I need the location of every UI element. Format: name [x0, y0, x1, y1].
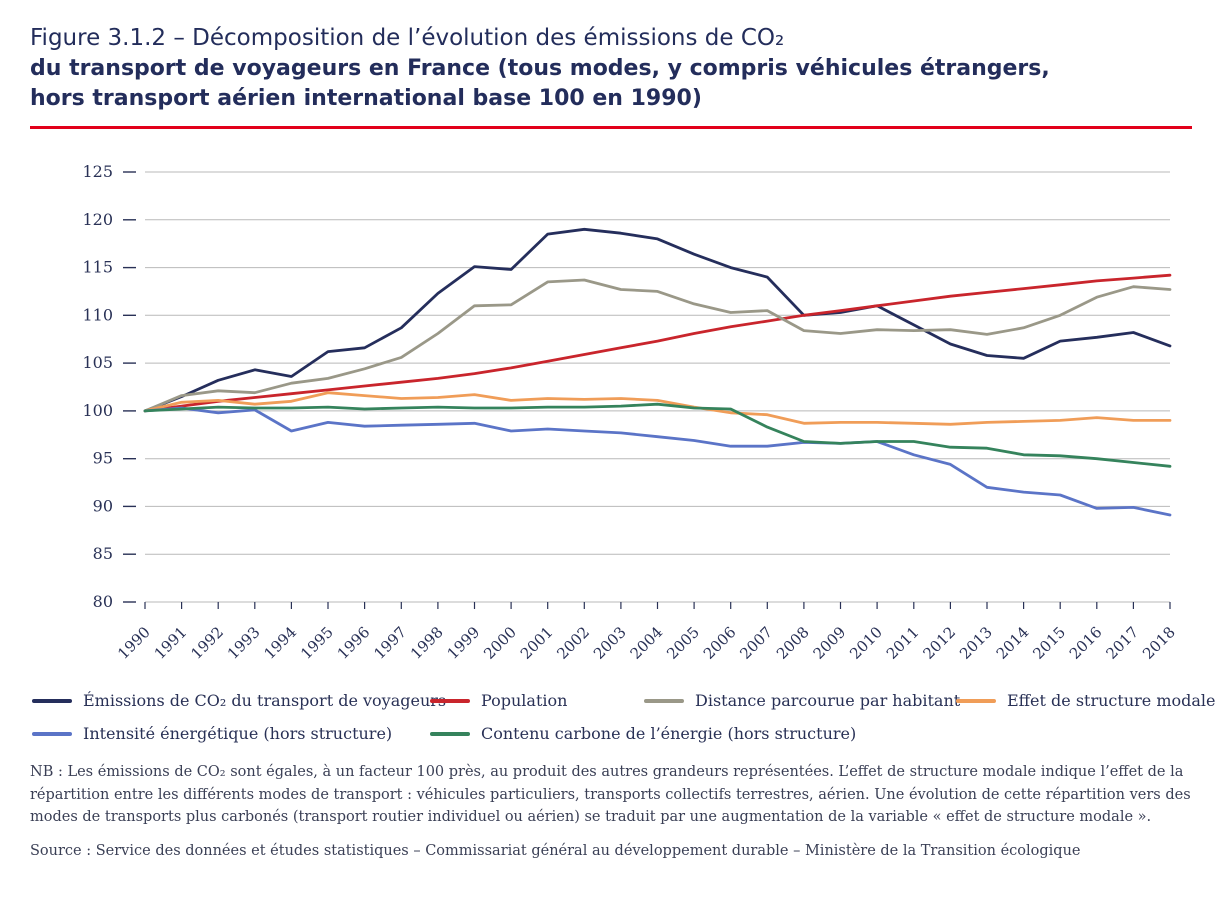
legend-label: Effet de structure modale	[1007, 691, 1216, 711]
svg-text:2009: 2009	[810, 623, 850, 663]
legend-label: Émissions de CO₂ du transport de voyageu…	[83, 691, 447, 711]
legend-item-5: Intensité énergétique (hors structure)	[32, 724, 430, 743]
svg-text:1991: 1991	[151, 623, 191, 663]
svg-text:1994: 1994	[260, 623, 300, 663]
svg-text:1993: 1993	[224, 623, 264, 663]
legend-label: Intensité énergétique (hors structure)	[83, 724, 393, 744]
svg-text:2006: 2006	[700, 623, 740, 663]
legend-swatch	[644, 698, 684, 703]
title-rule	[30, 126, 1192, 130]
svg-text:110: 110	[82, 306, 113, 325]
chart-legend: Émissions de CO₂ du transport de voyageu…	[32, 691, 1216, 743]
svg-text:1995: 1995	[297, 623, 337, 663]
svg-text:2017: 2017	[1102, 623, 1142, 663]
svg-text:1999: 1999	[444, 623, 484, 663]
svg-text:2011: 2011	[883, 623, 923, 663]
legend-label: Distance parcourue par habitant	[695, 691, 961, 711]
legend-swatch	[430, 698, 470, 703]
svg-text:125: 125	[82, 162, 113, 181]
legend-swatch	[32, 731, 72, 736]
note-source: Source : Service des données et études s…	[30, 842, 1081, 859]
legend-item-3: Distance parcourue par habitant	[644, 691, 960, 710]
svg-text:80: 80	[93, 592, 113, 611]
svg-text:2013: 2013	[956, 623, 996, 663]
svg-text:85: 85	[93, 544, 113, 563]
legend-swatch	[32, 698, 72, 703]
legend-item-4: Effet de structure modale	[956, 691, 1216, 710]
legend-swatch	[956, 698, 996, 703]
figure-title-line3: hors transport aérien international base…	[30, 85, 702, 111]
svg-text:2008: 2008	[773, 623, 813, 663]
svg-text:120: 120	[82, 210, 113, 229]
svg-text:2012: 2012	[919, 623, 959, 663]
svg-text:2002: 2002	[553, 623, 593, 663]
figure-header: Figure 3.1.2 – Décomposition de l’évolut…	[0, 0, 1222, 130]
svg-text:2001: 2001	[517, 623, 557, 663]
svg-text:2015: 2015	[1029, 623, 1069, 663]
svg-text:100: 100	[82, 401, 113, 420]
note-nb: NB : Les émissions de CO₂ sont égales, à…	[30, 764, 1191, 826]
legend-swatch	[430, 731, 470, 736]
legend-label: Contenu carbone de l’énergie (hors struc…	[481, 724, 857, 744]
legend-label: Population	[481, 691, 568, 711]
svg-text:1998: 1998	[407, 623, 447, 663]
svg-text:105: 105	[82, 353, 113, 372]
svg-text:2003: 2003	[590, 623, 630, 663]
svg-text:90: 90	[93, 497, 113, 516]
svg-text:2016: 2016	[1066, 623, 1106, 663]
legend-item-2: Population	[430, 691, 644, 710]
figure-title-line1: Figure 3.1.2 – Décomposition de l’évolut…	[30, 25, 785, 51]
line-chart-svg: 8085909510010511011512012519901991199219…	[82, 162, 1179, 663]
svg-text:2018: 2018	[1139, 623, 1179, 663]
figure-title-line2: du transport de voyageurs en France (tou…	[30, 55, 1050, 81]
svg-text:115: 115	[82, 258, 113, 277]
svg-text:95: 95	[93, 449, 113, 468]
legend-item-6: Contenu carbone de l’énergie (hors struc…	[430, 724, 856, 743]
svg-text:1992: 1992	[187, 623, 227, 663]
svg-text:1996: 1996	[334, 623, 374, 663]
svg-text:2007: 2007	[736, 623, 776, 663]
svg-text:2010: 2010	[846, 623, 886, 663]
svg-text:2000: 2000	[480, 623, 520, 663]
svg-text:2004: 2004	[627, 623, 667, 663]
svg-text:1990: 1990	[114, 623, 154, 663]
legend-item-1: Émissions de CO₂ du transport de voyageu…	[32, 691, 446, 710]
line-chart: 80 85 90 95 100 105 110 115 120 125 1990 1991 1992 19…	[30, 147, 1192, 677]
svg-text:2005: 2005	[663, 623, 703, 663]
svg-text:1997: 1997	[370, 623, 410, 663]
svg-text:2014: 2014	[993, 623, 1033, 663]
